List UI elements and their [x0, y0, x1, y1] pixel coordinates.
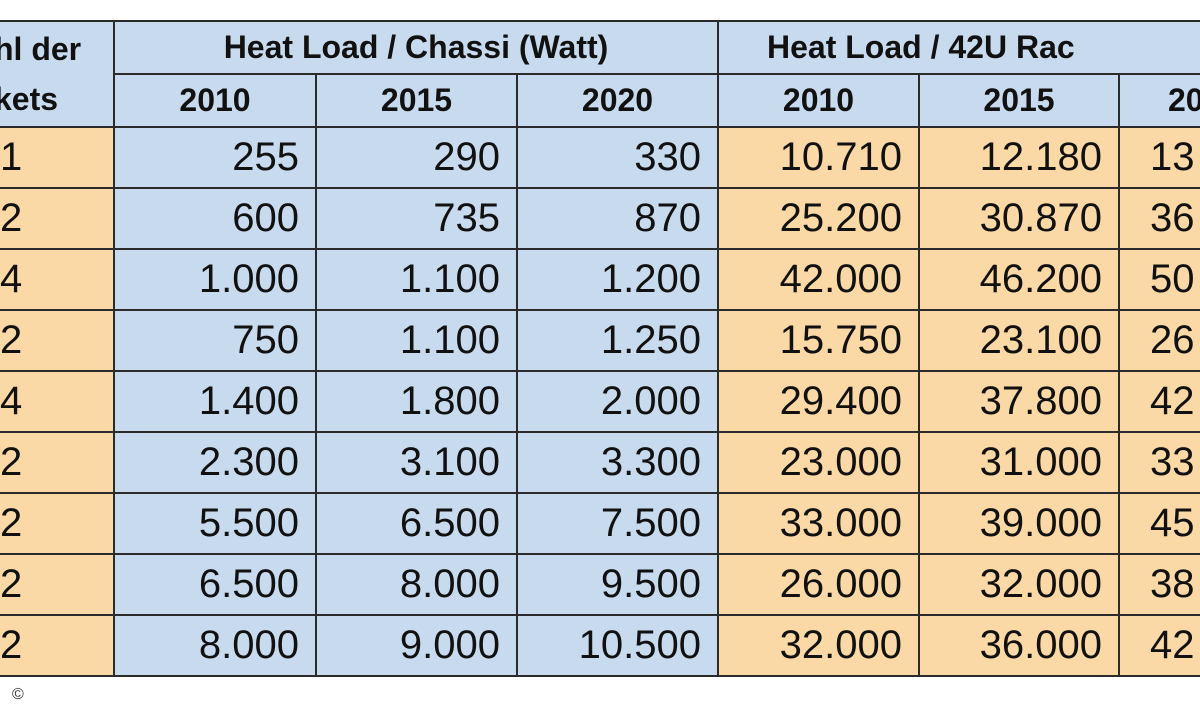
data-cell: 2.000 — [516, 370, 719, 433]
data-cell: 1.100 — [315, 248, 518, 311]
data-cell: 8.000 — [113, 614, 317, 677]
data-cell: 3.300 — [516, 431, 719, 494]
header-row: 2010201520202010201520 — [0, 73, 1200, 128]
data-cell: 750 — [113, 309, 317, 372]
data-cell: 6.500 — [113, 553, 317, 616]
data-cell: 8.000 — [315, 553, 518, 616]
year-header: 2015 — [315, 73, 518, 128]
year-header: 2010 — [717, 73, 920, 128]
data-cell: 1.250 — [516, 309, 719, 372]
data-cell: 600 — [113, 187, 317, 250]
data-cell: 42 — [1118, 614, 1200, 677]
year-header: 2020 — [516, 73, 719, 128]
data-row: 4 1.400 1.800 2.000 29.400 37.800 42 — [0, 370, 1200, 433]
data-cell: 1.000 — [113, 248, 317, 311]
header-cell: hl der kets — [0, 20, 115, 128]
data-cell: 38 — [1118, 553, 1200, 616]
data-cell: 23.000 — [717, 431, 920, 494]
data-row: 2 8.000 9.000 10.500 32.000 36.000 42 — [0, 614, 1200, 677]
data-cell: 13 — [1118, 126, 1200, 189]
data-cell: 45 — [1118, 492, 1200, 555]
heat-load-table: hl der kets Heat Load / Chassi (Watt) Heat … — [0, 20, 1200, 677]
data-row: 2 5.500 6.500 7.500 33.000 39.000 45 — [0, 492, 1200, 555]
data-cell: 330 — [516, 126, 719, 189]
data-cell: 30.870 — [918, 187, 1120, 250]
data-cell: 36.000 — [918, 614, 1120, 677]
data-cell: 255 — [113, 126, 317, 189]
data-cell: 15.750 — [717, 309, 920, 372]
data-row: 2 750 1.100 1.250 15.750 23.100 26 — [0, 309, 1200, 372]
data-cell: 2 — [0, 309, 115, 372]
data-cell: 32.000 — [717, 614, 920, 677]
data-cell: 42 — [1118, 370, 1200, 433]
data-cell: 1.400 — [113, 370, 317, 433]
data-cell: 39.000 — [918, 492, 1120, 555]
copyright: © — [12, 686, 24, 703]
data-cell: 2 — [0, 614, 115, 677]
data-cell: 9.000 — [315, 614, 518, 677]
data-cell: 7.500 — [516, 492, 719, 555]
data-cell: 50 — [1118, 248, 1200, 311]
data-cell: 1 — [0, 126, 115, 189]
data-cell: 37.800 — [918, 370, 1120, 433]
data-cell: 2 — [0, 187, 115, 250]
data-cell: 26 — [1118, 309, 1200, 372]
data-cell: 36 — [1118, 187, 1200, 250]
header-line: hl der — [0, 31, 82, 67]
data-cell: 46.200 — [918, 248, 1120, 311]
data-cell: 3.100 — [315, 431, 518, 494]
header-row: hl der kets Heat Load / Chassi (Watt) Heat … — [0, 20, 1200, 128]
year-header: 20 — [1118, 73, 1200, 128]
data-cell: 10.710 — [717, 126, 920, 189]
header-line: kets — [0, 81, 59, 117]
data-cell: 2 — [0, 492, 115, 555]
data-cell: 1.800 — [315, 370, 518, 433]
data-cell: 25.200 — [717, 187, 920, 250]
data-cell: 735 — [315, 187, 518, 250]
data-cell: 9.500 — [516, 553, 719, 616]
data-cell: 1.200 — [516, 248, 719, 311]
group-header: Heat Load / 42U Rac — [717, 20, 1200, 75]
data-cell: 870 — [516, 187, 719, 250]
year-header: 2010 — [113, 73, 317, 128]
data-cell: 6.500 — [315, 492, 518, 555]
data-cell: 33 — [1118, 431, 1200, 494]
data-cell: 1.100 — [315, 309, 518, 372]
data-cell: 5.500 — [113, 492, 317, 555]
data-row: 2 6.500 8.000 9.500 26.000 32.000 38 — [0, 553, 1200, 616]
data-cell: 23.100 — [918, 309, 1120, 372]
data-cell: 26.000 — [717, 553, 920, 616]
data-row: 4 1.000 1.100 1.200 42.000 46.200 50 — [0, 248, 1200, 311]
data-cell: 10.500 — [516, 614, 719, 677]
data-cell: 29.400 — [717, 370, 920, 433]
data-cell: 4 — [0, 248, 115, 311]
data-cell: 2 — [0, 431, 115, 494]
data-cell: 32.000 — [918, 553, 1120, 616]
group-header: Heat Load / Chassi (Watt) — [113, 20, 719, 75]
data-cell: 2 — [0, 553, 115, 616]
data-cell: 12.180 — [918, 126, 1120, 189]
data-row: 1 255 290 330 10.710 12.180 13 — [0, 126, 1200, 189]
data-cell: 31.000 — [918, 431, 1120, 494]
data-cell: 33.000 — [717, 492, 920, 555]
data-row: 2 2.300 3.100 3.300 23.000 31.000 33 — [0, 431, 1200, 494]
data-row: 2 600 735 870 25.200 30.870 36 — [0, 187, 1200, 250]
data-cell: 2.300 — [113, 431, 317, 494]
data-cell: 42.000 — [717, 248, 920, 311]
data-cell: 290 — [315, 126, 518, 189]
year-header: 2015 — [918, 73, 1120, 128]
data-cell: 4 — [0, 370, 115, 433]
